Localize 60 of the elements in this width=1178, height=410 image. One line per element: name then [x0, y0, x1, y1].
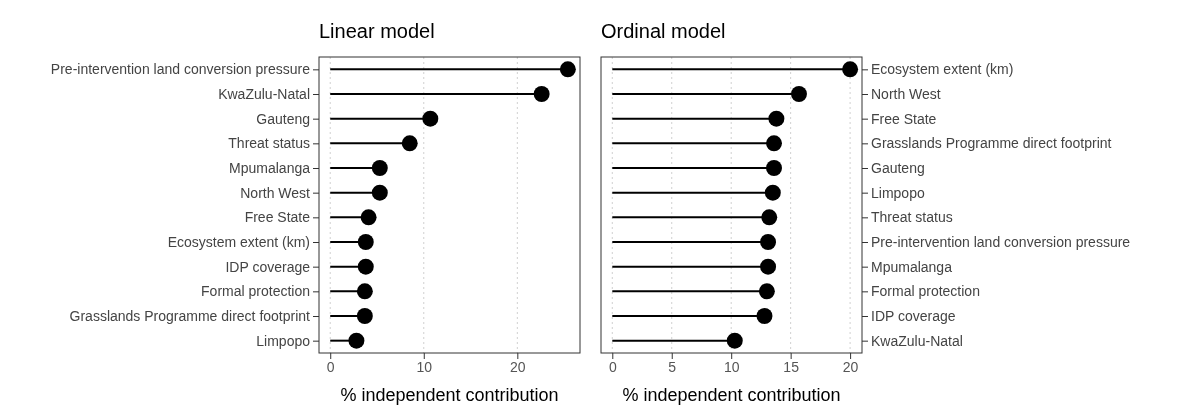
- y-tick-label: Grasslands Programme direct footprint: [871, 135, 1112, 152]
- y-tick-label: IDP coverage: [871, 307, 956, 324]
- y-tick-label: Formal protection: [871, 283, 980, 300]
- y-tick-label: North West: [871, 85, 941, 102]
- y-tick-label: KwaZulu-Natal: [218, 85, 310, 102]
- y-tick-label: Pre-intervention land conversion pressure: [871, 233, 1131, 250]
- y-tick-label: Free State: [244, 209, 311, 226]
- point: [791, 86, 807, 102]
- y-tick-label: IDP coverage: [225, 258, 311, 275]
- y-tick-label: Limpopo: [871, 184, 925, 201]
- x-axis-title: % independent contribution: [340, 385, 559, 405]
- point: [764, 184, 781, 201]
- point: [357, 234, 374, 250]
- y-tick-label: Mpumalanga: [229, 159, 311, 176]
- y-tick-label: North West: [240, 184, 311, 201]
- chart-title: Linear model: [319, 20, 435, 42]
- x-tick-label: 15: [783, 358, 800, 375]
- point: [768, 110, 785, 127]
- y-tick-label: Gauteng: [871, 159, 925, 176]
- y-tick-label: Formal protection: [201, 283, 310, 300]
- point: [756, 308, 773, 324]
- x-tick-label: 0: [326, 358, 335, 375]
- y-tick-label: Pre-intervention land conversion pressure: [50, 61, 311, 78]
- point: [371, 184, 388, 201]
- point: [357, 258, 374, 275]
- point: [842, 61, 859, 78]
- x-tick-label: 20: [842, 358, 859, 375]
- x-tick-label: 10: [416, 358, 433, 375]
- point: [356, 308, 373, 324]
- point: [533, 86, 550, 102]
- point: [766, 135, 782, 152]
- point: [422, 110, 439, 127]
- point: [760, 234, 777, 250]
- point: [758, 283, 775, 300]
- y-tick-label: Free State: [871, 110, 937, 127]
- y-tick-label: Ecosystem extent (km): [167, 233, 310, 250]
- point: [356, 283, 373, 300]
- point: [760, 258, 777, 275]
- y-tick-label: Ecosystem extent (km): [871, 61, 1014, 78]
- y-tick-label: Threat status: [228, 135, 310, 152]
- y-tick-label: Gauteng: [256, 110, 310, 127]
- chart-title: Ordinal model: [601, 20, 726, 42]
- x-axis-title: % independent contribution: [622, 385, 841, 405]
- y-tick-label: Mpumalanga: [871, 258, 953, 275]
- x-tick-label: 0: [608, 358, 617, 375]
- x-tick-label: 5: [668, 358, 677, 375]
- y-tick-label: Grasslands Programme direct footprint: [69, 307, 311, 324]
- point: [360, 209, 377, 226]
- point: [371, 160, 388, 176]
- point: [348, 332, 365, 349]
- y-tick-label: Limpopo: [256, 332, 311, 349]
- y-tick-label: KwaZulu-Natal: [871, 332, 963, 349]
- x-tick-label: 20: [510, 358, 526, 375]
- y-tick-label: Threat status: [871, 209, 953, 226]
- point: [559, 61, 576, 78]
- point: [761, 209, 778, 226]
- point: [766, 160, 782, 176]
- x-tick-label: 10: [723, 358, 740, 375]
- point: [726, 332, 743, 349]
- point: [401, 135, 418, 152]
